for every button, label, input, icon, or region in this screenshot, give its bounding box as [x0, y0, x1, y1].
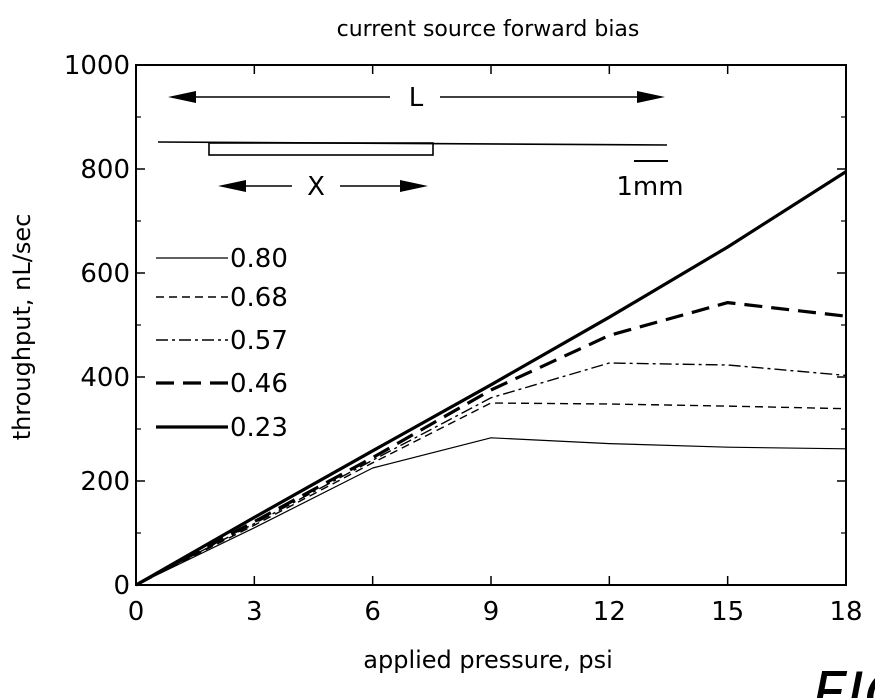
- segment-box: [208, 142, 434, 156]
- x-tick-label: 9: [483, 597, 500, 627]
- x-arrowhead-left: [218, 180, 246, 192]
- series-line-0.57: [135, 362, 847, 586]
- y-tick-label: 600: [80, 259, 130, 289]
- y-axis-label: throughput, nL/sec: [8, 214, 36, 441]
- legend-label: 0.57: [230, 326, 288, 356]
- x-tick-label: 15: [711, 597, 744, 627]
- series-line-0.68: [135, 402, 847, 586]
- x-arrowhead-right: [400, 180, 428, 192]
- x-axis-label: applied pressure, psi: [363, 646, 612, 674]
- scale-label: 1mm: [616, 172, 683, 202]
- axis-ticks: 0 3 6 9 12 15 18 0 200 400 600 800 1000: [64, 51, 863, 627]
- series-line-0.80: [135, 437, 847, 586]
- segment-label: X: [307, 172, 325, 202]
- legend-label: 0.68: [230, 283, 288, 313]
- chart-title: current source forward bias: [337, 17, 640, 42]
- l-arrowhead-left: [168, 91, 196, 103]
- legend: 0.80 0.68 0.57 0.46 0.23: [156, 244, 288, 443]
- l-arrowhead-right: [637, 91, 665, 103]
- series-lines: [135, 170, 847, 587]
- y-tick-label: 0: [113, 571, 130, 601]
- x-tick-label: 0: [128, 597, 145, 627]
- legend-label: 0.80: [230, 244, 288, 274]
- x-tick-label: 3: [246, 597, 263, 627]
- y-tick-label: 200: [80, 467, 130, 497]
- series-line-0.46: [135, 301, 847, 587]
- y-tick-label: 400: [80, 363, 130, 393]
- x-tick-label: 18: [829, 597, 862, 627]
- length-label: L: [409, 83, 424, 113]
- series-line-0.23: [135, 170, 847, 587]
- x-tick-label: 12: [593, 597, 626, 627]
- figure-label-fragment: FIG: [812, 660, 875, 698]
- y-tick-label: 800: [80, 155, 130, 185]
- y-tick-label: 1000: [64, 51, 130, 81]
- length-diagram: [157, 91, 668, 192]
- legend-label: 0.46: [230, 369, 288, 399]
- legend-label: 0.23: [230, 413, 288, 443]
- x-tick-label: 6: [364, 597, 381, 627]
